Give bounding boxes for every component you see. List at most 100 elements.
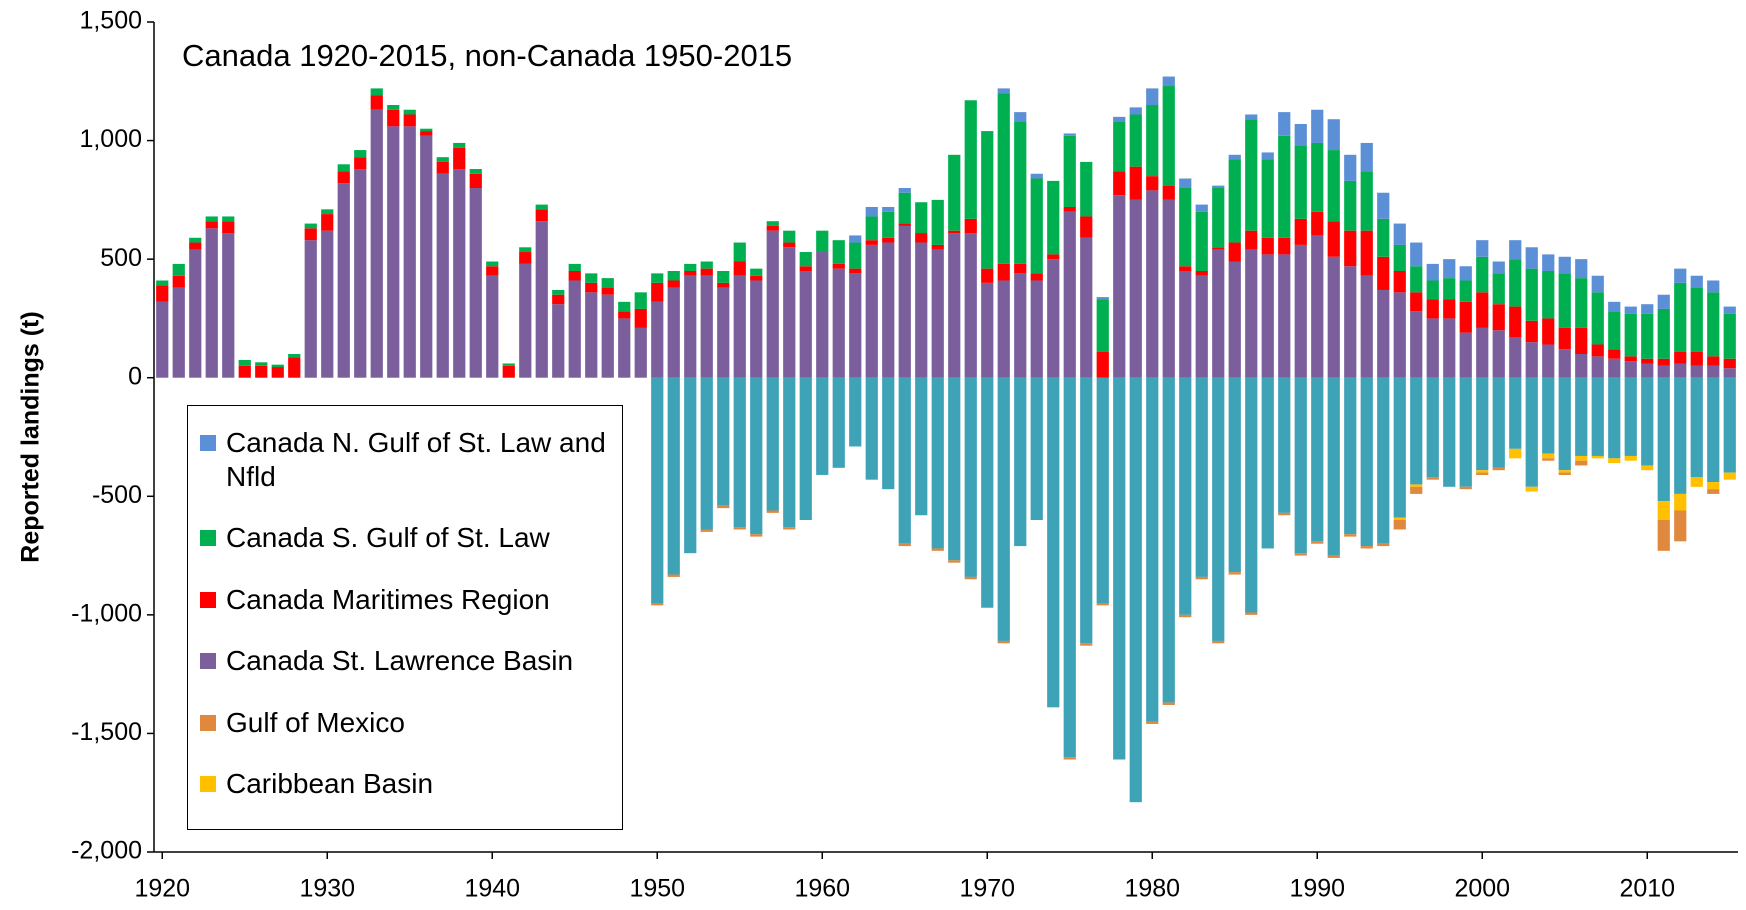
- bar-segment: [667, 574, 680, 577]
- bar-segment: [585, 273, 598, 283]
- bar-segment: [1344, 230, 1357, 267]
- bar-segment: [766, 510, 779, 513]
- bar-segment: [1426, 280, 1439, 300]
- bar-segment: [733, 261, 746, 276]
- bar-segment: [1575, 259, 1588, 279]
- bar-segment: [1179, 178, 1192, 188]
- bar-segment: [156, 301, 169, 378]
- bar-segment: [1542, 377, 1555, 454]
- bar-segment: [321, 209, 334, 215]
- bar-segment: [783, 377, 796, 528]
- bar-segment: [552, 294, 565, 305]
- bar-segment: [1492, 304, 1505, 331]
- bar-segment: [453, 142, 466, 148]
- bar-segment: [1690, 377, 1703, 478]
- bar-segment: [238, 359, 251, 366]
- bar-segment: [1278, 135, 1291, 238]
- bar-segment: [1641, 358, 1654, 364]
- bar-segment: [766, 221, 779, 226]
- bar-segment: [568, 280, 581, 378]
- bar-segment: [337, 171, 350, 184]
- bar-segment: [1195, 576, 1208, 580]
- bar-segment: [568, 263, 581, 271]
- bar-segment: [1542, 344, 1555, 378]
- bar-segment: [1360, 142, 1373, 172]
- bar-segment: [997, 88, 1010, 94]
- bar-segment: [172, 263, 185, 276]
- bar-segment: [486, 261, 499, 267]
- bar-segment: [1327, 150, 1340, 222]
- bar-segment: [1657, 377, 1670, 502]
- bar-segment: [667, 271, 680, 281]
- bar-segment: [964, 377, 977, 577]
- bar-segment: [1294, 244, 1307, 378]
- bar-segment: [1195, 211, 1208, 271]
- bar-segment: [354, 150, 367, 158]
- bar-segment: [1327, 256, 1340, 378]
- bar-segment: [1674, 493, 1687, 511]
- bar-segment: [1443, 259, 1456, 279]
- bar-segment: [651, 377, 664, 603]
- bar-segment: [1509, 306, 1522, 338]
- x-tick-label: 1930: [299, 875, 355, 903]
- bar-segment: [1608, 458, 1621, 464]
- bar-segment: [931, 244, 944, 250]
- legend-swatch: [200, 434, 216, 451]
- bar-segment: [1014, 377, 1027, 547]
- bar-segment: [1129, 114, 1142, 167]
- bar-segment: [1228, 242, 1241, 262]
- bar-segment: [832, 268, 845, 378]
- bar-segment: [799, 266, 812, 271]
- bar-segment: [1261, 237, 1274, 255]
- bar-segment: [1245, 249, 1258, 378]
- bar-segment: [1591, 344, 1604, 357]
- bar-segment: [1261, 152, 1274, 160]
- bar-segment: [898, 188, 911, 193]
- bar-segment: [1426, 299, 1439, 319]
- legend: Canada N. Gulf of St. Law and Nfld Canada…: [187, 405, 623, 830]
- bar-segment: [321, 214, 334, 231]
- bar-segment: [1426, 377, 1439, 478]
- bar-segment: [1030, 178, 1043, 274]
- bar-segment: [1393, 520, 1406, 530]
- bar-segment: [1657, 365, 1670, 378]
- bar-segment: [865, 244, 878, 378]
- bar-segment: [1129, 199, 1142, 378]
- bar-segment: [1377, 218, 1390, 257]
- bar-segment: [1327, 555, 1340, 558]
- bar-segment: [684, 263, 697, 271]
- bar-segment: [931, 199, 944, 245]
- bar-segment: [1311, 211, 1324, 236]
- bar-segment: [1525, 247, 1538, 269]
- bar-segment: [1014, 112, 1027, 122]
- bar-segment: [420, 128, 433, 132]
- bar-segment: [799, 271, 812, 378]
- bar-segment: [1575, 354, 1588, 378]
- bar-segment: [717, 377, 730, 506]
- bar-segment: [882, 242, 895, 378]
- bar-segment: [684, 271, 697, 276]
- bar-segment: [1707, 356, 1720, 366]
- bar-segment: [403, 126, 416, 378]
- bar-segment: [1476, 256, 1489, 293]
- bar-segment: [915, 377, 928, 516]
- bar-segment: [1657, 308, 1670, 359]
- bar-segment: [1146, 105, 1159, 177]
- x-tick-label: 1940: [464, 875, 520, 903]
- bar-segment: [700, 529, 713, 532]
- bar-segment: [1657, 520, 1670, 551]
- bar-segment: [1608, 301, 1621, 312]
- bar-segment: [1113, 121, 1126, 172]
- bar-segment: [1575, 278, 1588, 328]
- bar-segment: [997, 93, 1010, 264]
- bar-segment: [585, 292, 598, 378]
- bar-segment: [733, 377, 746, 528]
- bar-segment: [552, 304, 565, 378]
- y-tick-label: 1,500: [79, 7, 142, 35]
- bar-segment: [1558, 470, 1571, 473]
- bar-segment: [1113, 377, 1126, 760]
- bar-segment: [1641, 363, 1654, 378]
- bar-segment: [981, 268, 994, 283]
- bar-segment: [585, 282, 598, 293]
- legend-item: Canada St. Lawrence Basin: [200, 644, 614, 678]
